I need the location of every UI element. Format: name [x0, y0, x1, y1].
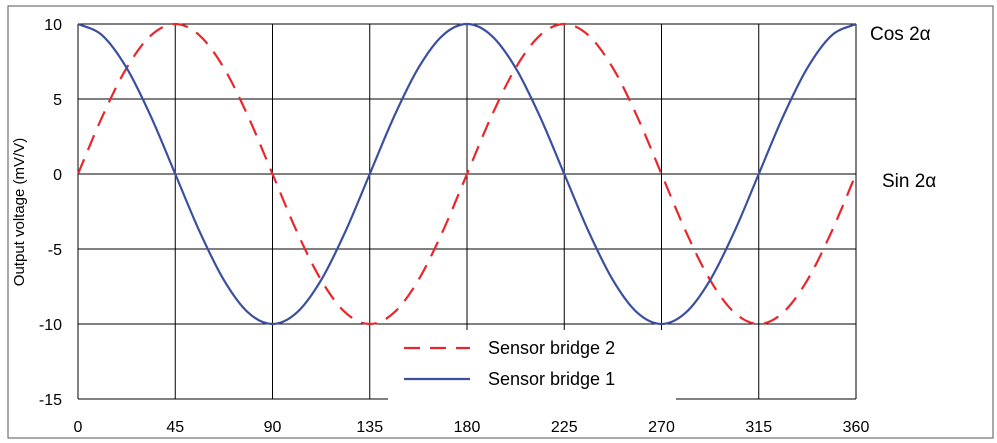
- x-tick-label: 315: [745, 419, 772, 436]
- x-tick-label: 360: [843, 419, 870, 436]
- y-tick-label: 10: [44, 17, 62, 34]
- y-axis-tick-labels: 10 5 0 -5 -10 -15: [39, 17, 62, 409]
- y-axis-label: Output voltage (mV/V): [11, 138, 28, 286]
- series-layer: [76, 22, 858, 326]
- x-tick-label: 45: [166, 419, 184, 436]
- x-tick-label: 270: [648, 419, 675, 436]
- y-tick-label: 5: [53, 92, 62, 109]
- y-tick-label: -15: [39, 392, 62, 409]
- y-tick-label: 0: [53, 167, 62, 184]
- annotation-cos-2-alpha: Cos 2α: [870, 24, 931, 45]
- x-tick-label: 135: [356, 419, 383, 436]
- legend: Sensor bridge 2 Sensor bridge 1: [388, 330, 676, 400]
- legend-background: [388, 330, 676, 400]
- x-tick-label: 225: [551, 419, 578, 436]
- series-line-sensor-bridge-2: [76, 22, 858, 326]
- legend-label-sensor-bridge-1: Sensor bridge 1: [488, 369, 615, 389]
- annotation-sin-2-alpha: Sin 2α: [882, 171, 936, 192]
- y-tick-label: -10: [39, 317, 62, 334]
- y-tick-label: -5: [48, 242, 62, 259]
- x-tick-label: 0: [74, 419, 83, 436]
- legend-label-sensor-bridge-2: Sensor bridge 2: [488, 338, 615, 358]
- x-tick-label: 90: [264, 419, 282, 436]
- chart-frame: [7, 5, 994, 439]
- series-line-sensor-bridge-1: [77, 22, 857, 326]
- x-axis-tick-labels: 0 45 90 135 180 225 270 315 360: [74, 419, 870, 436]
- x-tick-label: 180: [454, 419, 481, 436]
